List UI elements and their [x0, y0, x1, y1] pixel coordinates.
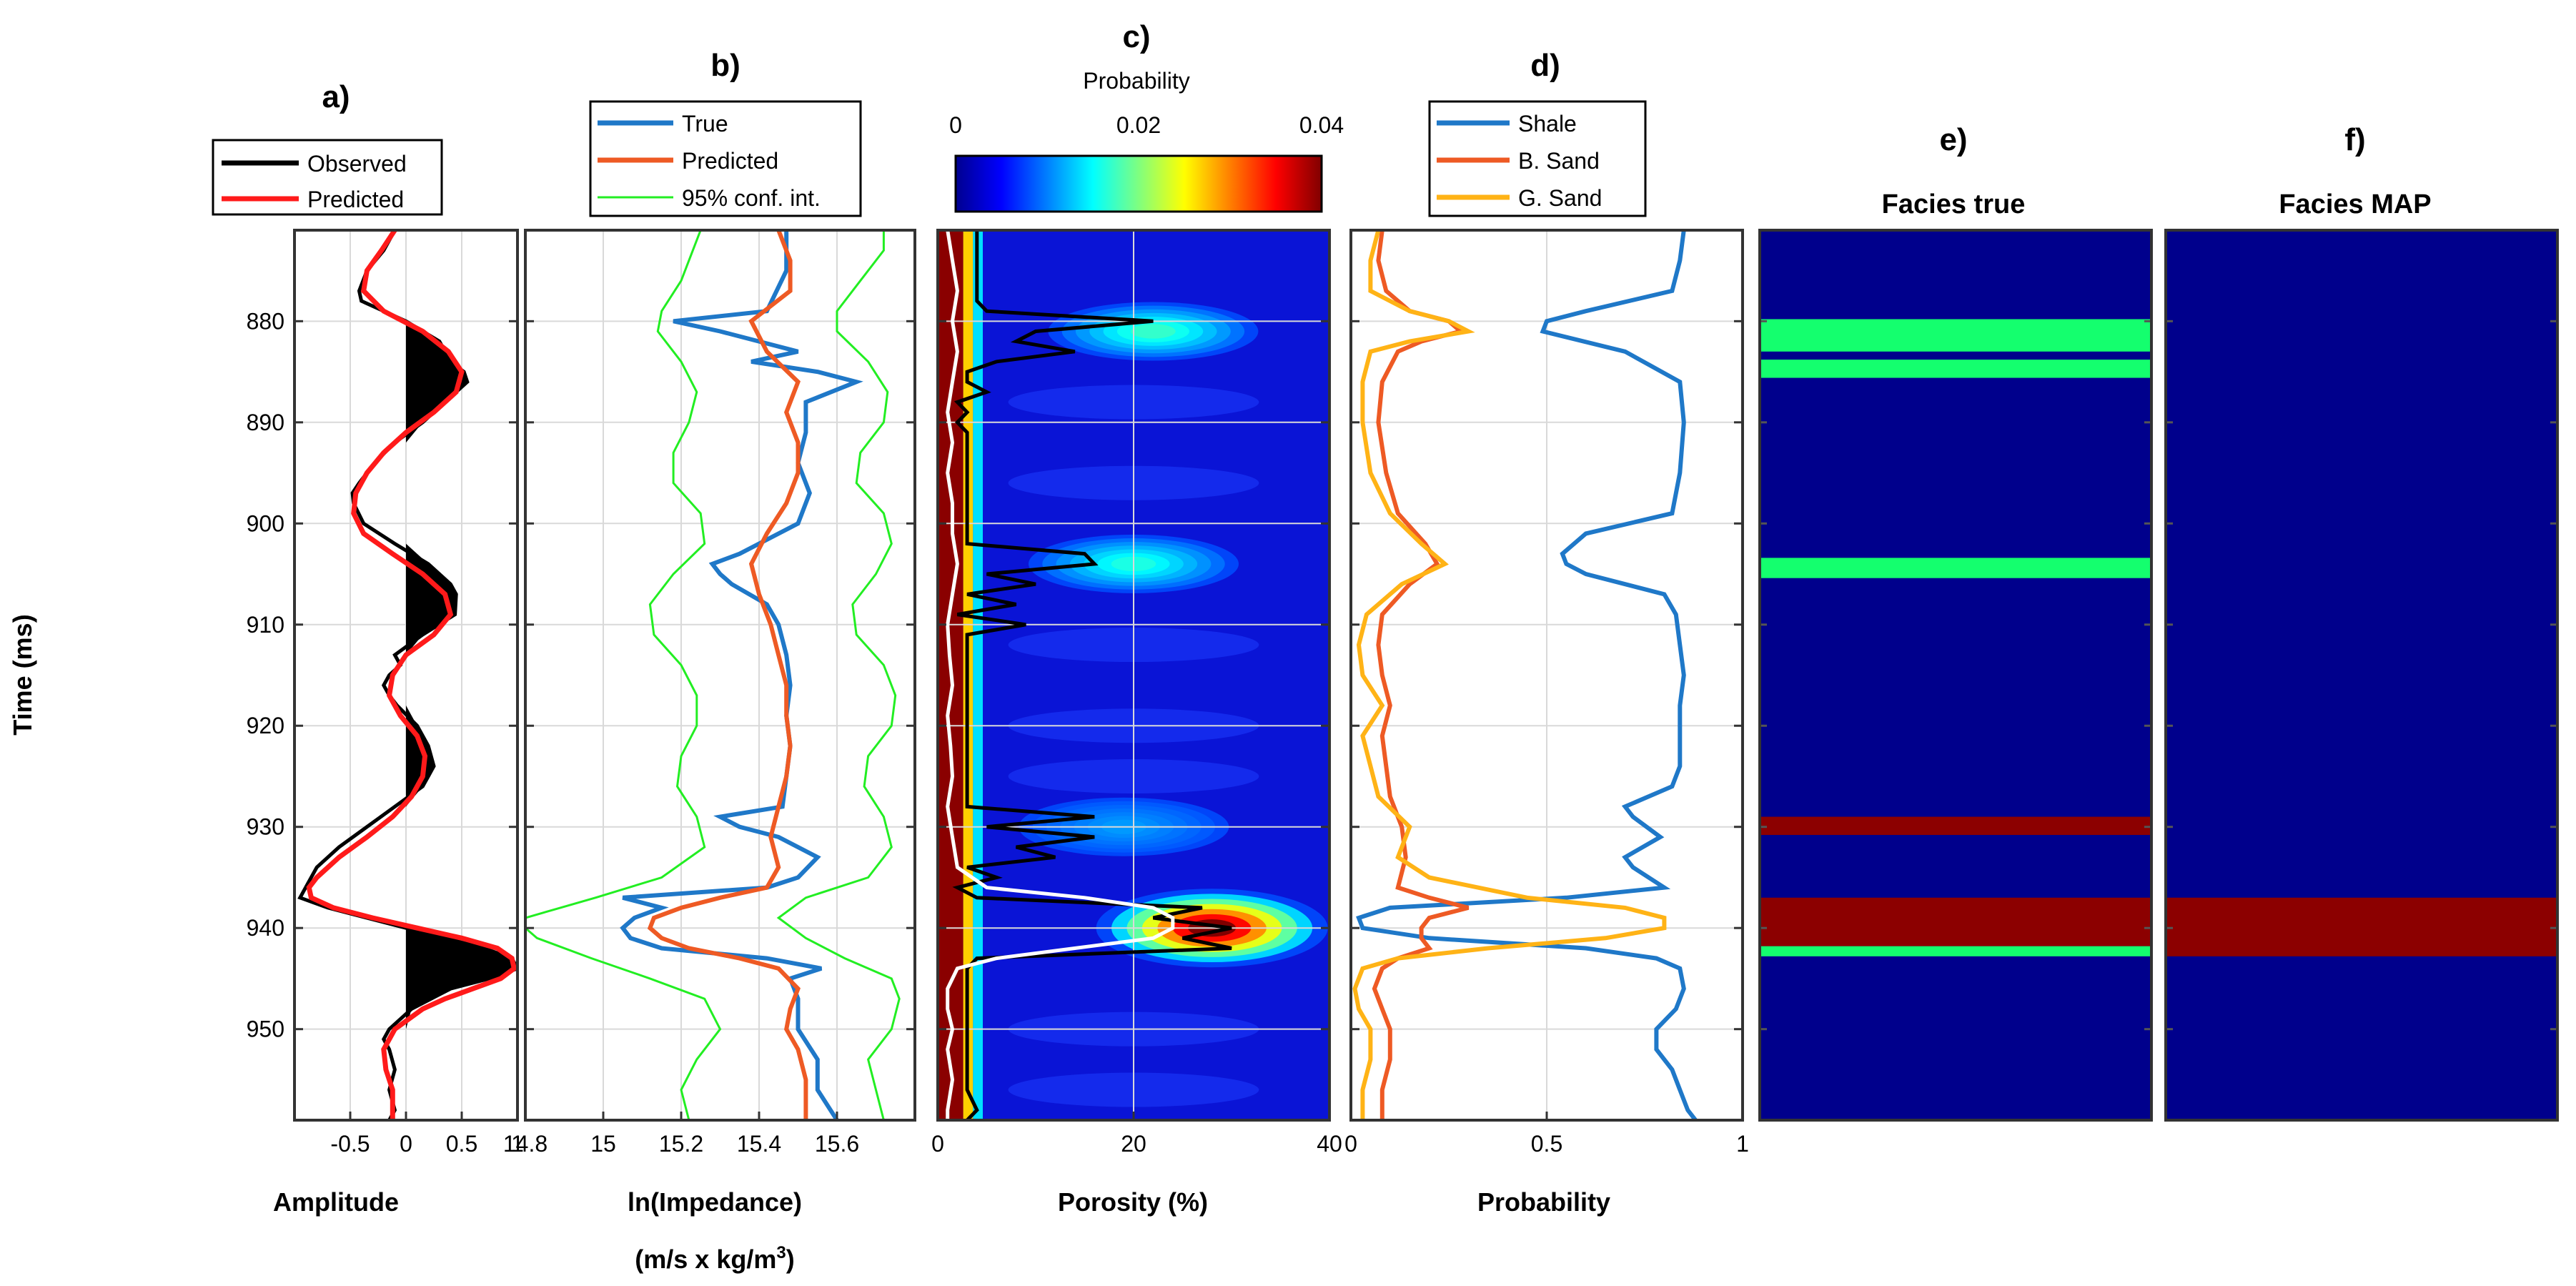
legend-gsand-label: G. Sand — [1518, 185, 1602, 211]
xtick-label: 0 — [400, 1131, 412, 1157]
colorbar-tick-label: 0.02 — [1116, 112, 1161, 138]
legend-predicted-b-label: Predicted — [682, 148, 778, 174]
facies-map-bands — [2166, 897, 2557, 956]
facies-band — [1760, 558, 2151, 578]
facies-true-bands — [1760, 319, 2151, 956]
panel-e-label: e) — [1939, 122, 1967, 157]
facies-band — [1760, 319, 2151, 352]
ytick-label: 900 — [247, 510, 284, 536]
panel-f-frame — [2164, 229, 2559, 1122]
panel-c-xlabel: Porosity (%) — [1058, 1187, 1208, 1217]
panel-c-yticks — [938, 320, 1329, 1031]
xtick-label: -0.5 — [330, 1131, 370, 1157]
colorbar-ticks: 0 0.02 0.04 — [949, 112, 1344, 163]
conf-interval-lower — [525, 230, 722, 1120]
facies-band — [1760, 946, 2151, 956]
panel-b-xlabel: ln(Impedance) — [628, 1187, 802, 1217]
legend-predicted-label: Predicted — [307, 187, 404, 212]
panel-b-xticks: 14.8 15 15.2 15.4 15.6 — [503, 1112, 859, 1157]
xtick-label: 1 — [1736, 1131, 1749, 1157]
panel-e-frame — [1758, 229, 2153, 1122]
xtick-label: 15.4 — [737, 1131, 781, 1157]
panel-e-title: Facies true — [1882, 189, 2026, 219]
ytick-label: 940 — [247, 915, 284, 941]
panel-b-frame — [524, 229, 916, 1122]
panel-d: d) Shale B. Sand G. Sand 0 0.5 1 Probabili… — [1344, 48, 1749, 1217]
facies-band — [1760, 360, 2151, 378]
true-porosity-line — [952, 230, 1232, 1120]
xtick-label: 15.6 — [815, 1131, 859, 1157]
panel-c-label: c) — [1122, 19, 1150, 54]
colorbar-tick-label: 0.04 — [1299, 112, 1344, 138]
conf-interval-upper — [776, 230, 901, 1120]
panel-a-xlabel: Amplitude — [273, 1187, 399, 1217]
panel-d-label: d) — [1530, 48, 1560, 83]
xtick-label: 15 — [590, 1131, 616, 1157]
legend-shale-label: Shale — [1518, 111, 1577, 137]
panel-e: e) Facies true — [1758, 122, 2153, 1122]
xtick-label: 0.5 — [446, 1131, 477, 1157]
shale-probability-line — [1356, 230, 1698, 1120]
xtick-label: 40 — [1317, 1131, 1342, 1157]
panel-f-label: f) — [2344, 122, 2365, 157]
panel-d-xticks: 0 0.5 1 — [1344, 1112, 1749, 1157]
ytick-label: 930 — [247, 814, 284, 840]
predicted-porosity-line — [946, 230, 1175, 1120]
panel-c-xticks: 0 20 40 — [931, 1112, 1342, 1157]
predicted-impedance-line — [647, 230, 808, 1120]
legend-bsand-label: B. Sand — [1518, 148, 1600, 174]
panel-d-yticks — [1351, 320, 1743, 1031]
ytick-label: 920 — [247, 713, 284, 738]
xtick-label: 20 — [1121, 1131, 1146, 1157]
xtick-label: 15.2 — [659, 1131, 703, 1157]
facies-band — [1760, 897, 2151, 946]
legend-conf-label: 95% conf. int. — [682, 185, 821, 211]
panel-c: c) Probability 0 0.02 0.04 0 20 40 Porosity … — [931, 19, 1344, 1217]
panel-a-label: a) — [322, 79, 350, 114]
facies-band — [2166, 897, 2557, 956]
predicted-trace — [306, 230, 517, 1120]
ytick-label: 890 — [247, 410, 284, 435]
panel-a-ylabel: Time (ms) — [8, 614, 37, 735]
bsand-probability-line — [1372, 230, 1470, 1120]
panel-d-xlabel: Probability — [1477, 1187, 1610, 1217]
panel-d-legend: Shale B. Sand G. Sand — [1428, 100, 1647, 217]
panel-a-legend: Observed Predicted — [212, 139, 443, 216]
ytick-label: 950 — [247, 1017, 284, 1042]
facies-map-background — [2166, 230, 2557, 1120]
observed-trace — [297, 230, 517, 1120]
legend-observed-label: Observed — [307, 151, 407, 177]
colorbar-tick-label: 0 — [949, 112, 962, 138]
panel-b-legend: True Predicted 95% conf. int. — [589, 100, 862, 217]
panel-b: b) True Predicted 95% conf. int. 14.8 15 1… — [503, 48, 916, 1274]
xtick-label: 14.8 — [503, 1131, 548, 1157]
true-impedance-line — [620, 230, 863, 1120]
panel-f-title: Facies MAP — [2279, 189, 2431, 219]
strip-edge-cyan — [973, 230, 984, 1120]
xtick-label: 0 — [1344, 1131, 1357, 1157]
panel-b-yticks — [525, 320, 915, 1031]
panel-a-yticks: 880 890 900 910 920 930 940 950 — [247, 308, 517, 1042]
ytick-label: 910 — [247, 612, 284, 638]
facies-true-background — [1760, 230, 2151, 1120]
panel-a: a) Observed Predicted -0.5 0 0.5 1 880 890 90… — [8, 79, 524, 1217]
panel-b-xlabel-units: (m/s x kg/m3) — [635, 1243, 794, 1274]
ytick-label: 880 — [247, 308, 284, 334]
xtick-label: 0 — [931, 1131, 944, 1157]
gsand-probability-line — [1352, 230, 1667, 1120]
colorbar-title: Probability — [1083, 68, 1189, 94]
panel-b-label: b) — [710, 48, 740, 83]
panel-a-xticks: -0.5 0 0.5 1 — [330, 1112, 524, 1157]
panel-b-grid — [525, 230, 915, 1120]
panel-f: f) Facies MAP — [2164, 122, 2559, 1122]
probability-blob-ring — [1131, 324, 1176, 339]
xtick-label: 1 — [511, 1131, 524, 1157]
panel-d-grid — [1351, 230, 1743, 1120]
colorbar — [954, 154, 1323, 213]
xtick-label: 0.5 — [1531, 1131, 1562, 1157]
legend-true-label: True — [682, 111, 728, 137]
facies-band — [1760, 816, 2151, 836]
units-superscript: 3 — [776, 1243, 786, 1262]
